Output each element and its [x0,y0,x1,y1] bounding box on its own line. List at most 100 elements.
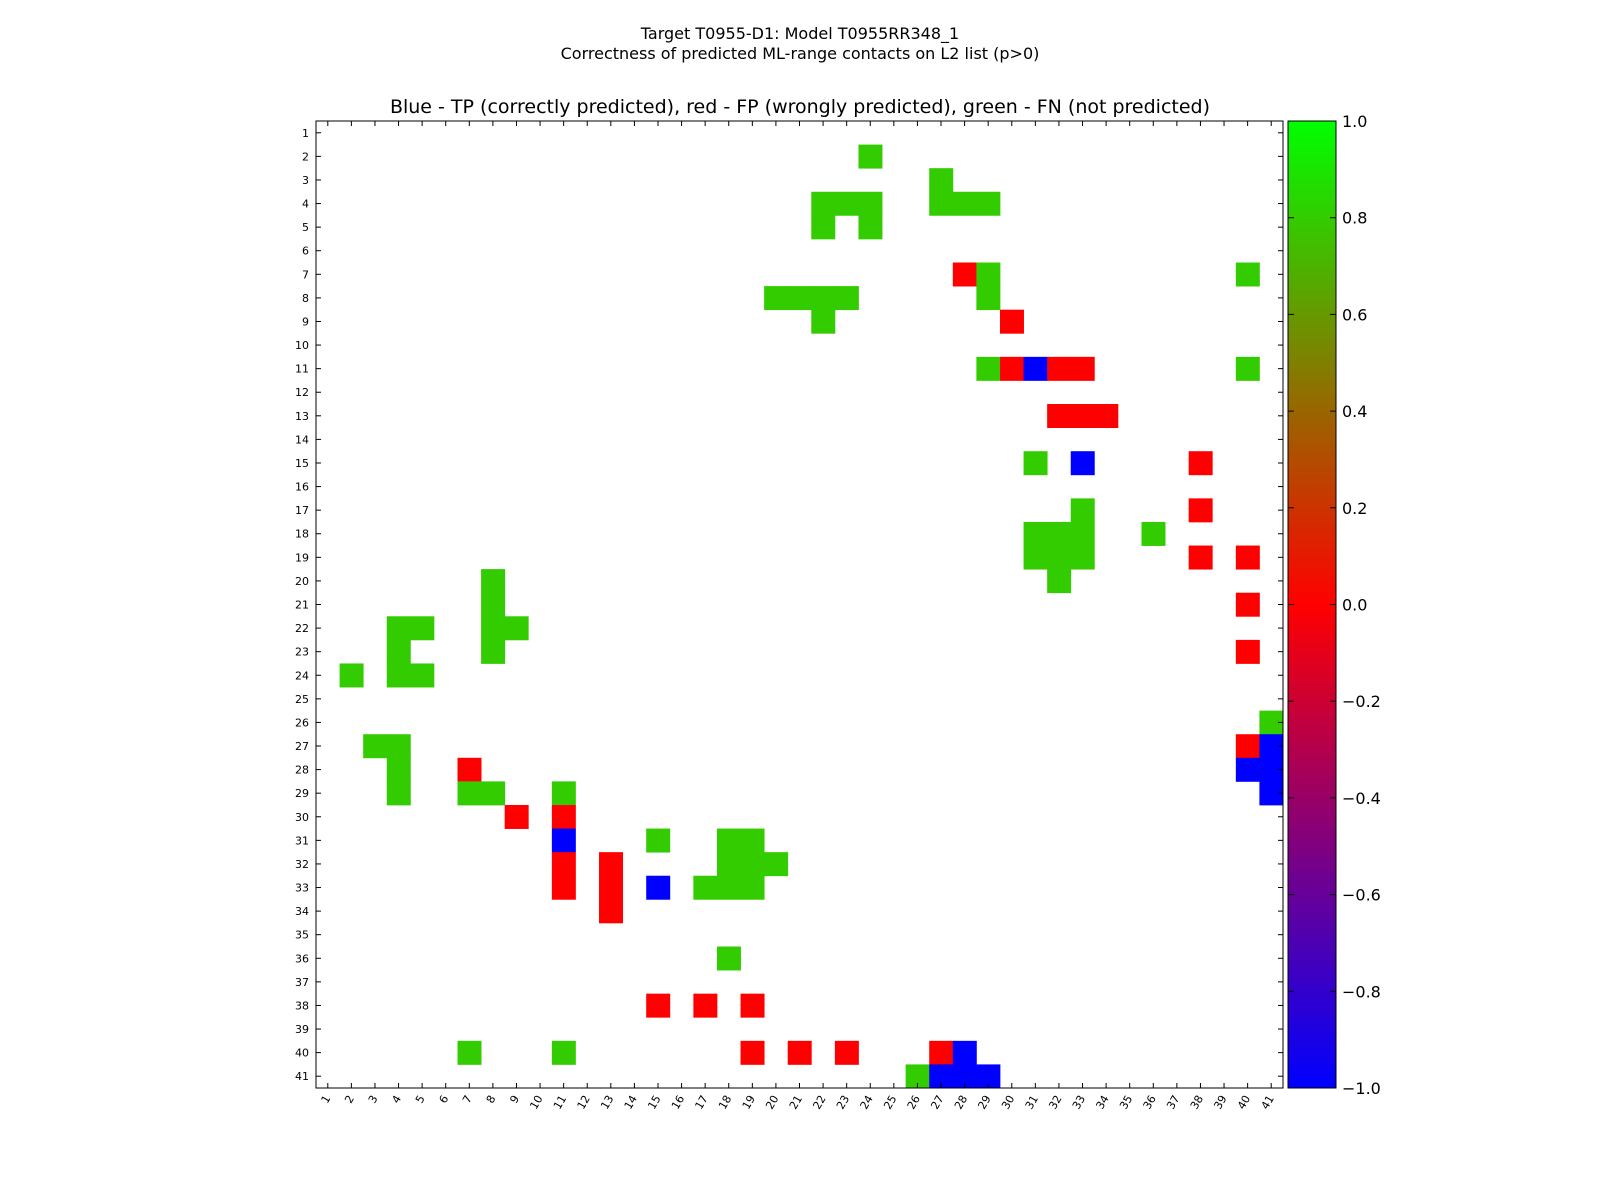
cell-fp-r13-c32 [1047,404,1072,429]
cell-fn-r19-c31 [1023,545,1048,570]
x-tick-label: 41 [1259,1093,1277,1112]
cell-fn-r5-c24 [858,215,883,240]
cell-fp-r38-c15 [646,993,671,1018]
x-tick-label: 1 [319,1093,334,1106]
x-tick-label: 10 [527,1093,545,1112]
cell-fn-r11-c40 [1235,356,1260,381]
cell-fn-r4-c22 [811,191,836,216]
y-tick-label: 34 [295,905,309,918]
y-tick-label: 40 [295,1047,309,1060]
cell-fn-r41-c26 [905,1064,930,1089]
colorbar-tick-label: −0.2 [1342,692,1381,711]
cell-fn-r4-c28 [952,191,977,216]
colorbar-tick-label: 0.8 [1342,209,1367,228]
cell-fp-r13-c34 [1094,404,1119,429]
cell-tp-r40-c28 [952,1040,977,1065]
y-tick-label: 36 [295,952,309,965]
x-tick-label: 18 [716,1093,734,1112]
cell-fn-r18-c36 [1141,521,1166,546]
cell-fn-r18-c31 [1023,521,1048,546]
y-tick-label: 17 [295,504,309,517]
cell-fn-r29-c8 [481,781,506,806]
suptitle-line-1: Target T0955-D1: Model T0955RR348_1 [640,24,959,44]
y-tick-label: 23 [295,646,309,659]
cell-fp-r33-c13 [599,875,624,900]
cell-fp-r9-c30 [999,309,1024,334]
cell-fp-r19-c38 [1188,545,1213,570]
y-tick-label: 32 [295,858,309,871]
cell-fn-r40-c7 [457,1040,482,1065]
cell-tp-r41-c28 [952,1064,977,1089]
cell-fn-r28-c4 [386,757,411,782]
cell-tp-r28-c41 [1259,757,1284,782]
y-tick-label: 29 [295,787,309,800]
x-tick-label: 4 [389,1093,404,1106]
cell-fn-r33-c18 [716,875,741,900]
y-tick-label: 28 [295,764,309,777]
x-tick-label: 7 [460,1093,475,1106]
cell-fn-r33-c17 [693,875,718,900]
cell-fn-r32-c18 [716,852,741,877]
y-tick-label: 12 [295,386,309,399]
x-tick-label: 21 [787,1093,805,1112]
x-tick-label: 31 [1023,1093,1041,1112]
y-tick-label: 33 [295,882,309,895]
x-tick-label: 39 [1211,1093,1229,1112]
x-tick-label: 24 [858,1093,876,1112]
y-tick-label: 22 [295,622,309,635]
cell-fn-r40-c11 [551,1040,576,1065]
cell-fn-r24-c2 [339,663,364,688]
cell-fn-r8-c23 [834,286,859,311]
colorbar-tick-label: 0.6 [1342,305,1367,324]
cell-fn-r31-c19 [740,828,765,853]
y-tick-label: 39 [295,1023,309,1036]
cell-fp-r34-c13 [599,899,624,924]
cell-fn-r33-c19 [740,875,765,900]
cell-fn-r26-c41 [1259,710,1284,735]
cell-fn-r18-c32 [1047,521,1072,546]
cell-fp-r13-c33 [1070,404,1095,429]
cell-fn-r36-c18 [716,946,741,971]
cell-fn-r8-c29 [976,286,1001,311]
cell-fp-r21-c40 [1235,592,1260,617]
cell-fn-r19-c32 [1047,545,1072,570]
cell-tp-r31-c11 [551,828,576,853]
y-tick-label: 2 [302,150,309,163]
colorbar-tick-label: −0.8 [1342,982,1381,1001]
y-tick-label: 4 [302,198,309,211]
x-tick-label: 35 [1117,1093,1135,1112]
y-tick-label: 3 [302,174,309,187]
cell-fn-r15-c31 [1023,451,1048,476]
cell-fn-r31-c15 [646,828,671,853]
cell-tp-r27-c41 [1259,734,1284,759]
x-tick-label: 37 [1164,1093,1182,1112]
cell-fn-r19-c33 [1070,545,1095,570]
plot-frame [315,120,1284,1089]
x-tick-label: 19 [740,1093,758,1112]
colorbar-tick-label: 0.0 [1342,596,1367,615]
y-tick-label: 10 [295,339,309,352]
cell-fn-r23-c8 [481,639,506,664]
x-tick-label: 36 [1141,1093,1159,1112]
cell-fn-r3-c27 [929,168,954,193]
cell-fn-r22-c4 [386,616,411,641]
y-tick-label: 5 [302,221,309,234]
cell-fp-r15-c38 [1188,451,1213,476]
cell-tp-r41-c29 [976,1064,1001,1089]
y-tick-label: 41 [295,1070,309,1083]
cell-fn-r31-c18 [716,828,741,853]
suptitle-line-2: Correctness of predicted ML-range contac… [561,44,1040,63]
x-tick-label: 40 [1235,1093,1253,1112]
y-tick-label: 15 [295,457,309,470]
x-tick-label: 33 [1070,1093,1088,1112]
cell-fn-r17-c33 [1070,498,1095,523]
y-tick-label: 20 [295,575,309,588]
cell-fn-r7-c40 [1235,262,1260,287]
y-tick-label: 35 [295,929,309,942]
y-tick-label: 25 [295,693,309,706]
x-tick-label: 32 [1046,1093,1064,1112]
x-tick-label: 12 [575,1093,593,1112]
cell-fn-r4-c24 [858,191,883,216]
x-tick-label: 6 [437,1093,452,1106]
cell-fn-r22-c8 [481,616,506,641]
